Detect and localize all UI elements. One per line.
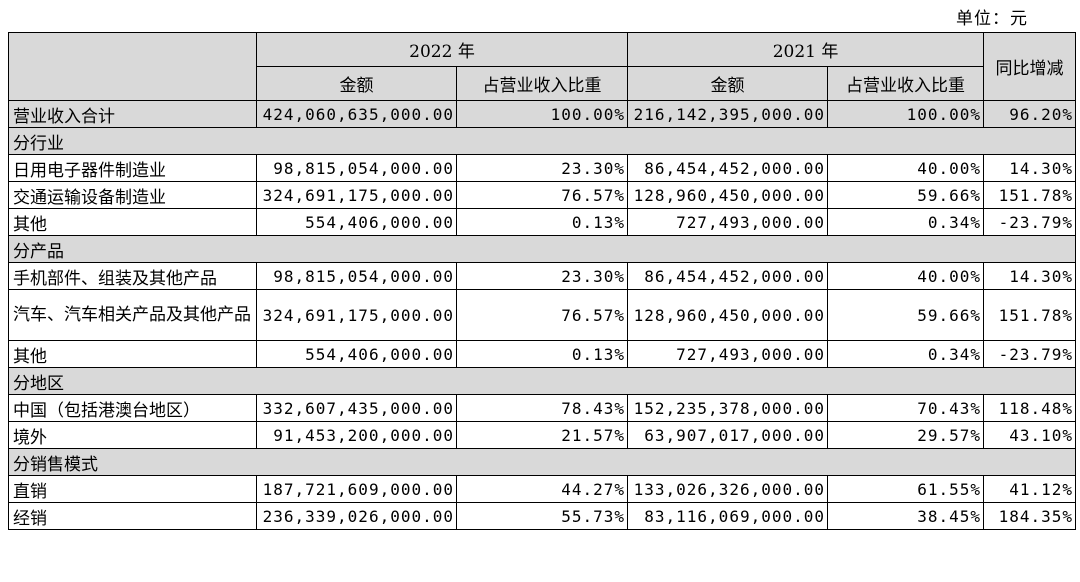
yoy-change: 96.20% [983,100,1077,128]
amount-2021: 86,454,452,000.00 [627,262,829,290]
ratio-2022: 0.13% [455,208,629,236]
amount-2022: 424,060,635,000.00 [256,100,457,128]
amount-2021: 63,907,017,000.00 [627,421,829,449]
table-row: 汽车、汽车相关产品及其他产品 324,691,175,000.00 76.57% 12… [8,289,1077,341]
yoy-change: 14.30% [983,154,1077,182]
table-row: 直销 187,721,609,000.00 44.27% 133,026,326,00… [8,475,1077,503]
ratio-2021: 61.55% [827,475,985,503]
table-row: 手机部件、组装及其他产品 98,815,054,000.00 23.30% 86,45… [8,262,1077,290]
section-header-row: 分行业 [7,127,1077,155]
yoy-change: 14.30% [983,262,1077,290]
amount-2021: 128,960,450,000.00 [627,289,829,341]
amount-2022: 554,406,000.00 [256,208,457,236]
yoy-change: 151.78% [983,181,1077,209]
amount-2021: 216,142,395,000.00 [627,100,829,128]
section-header-row: 分地区 [7,367,1077,395]
row-label: 直销 [8,475,257,503]
amount-2022: 98,815,054,000.00 [256,154,457,182]
amount-2022: 332,607,435,000.00 [256,394,457,422]
header-empty [8,32,257,101]
ratio-2021: 29.57% [827,421,985,449]
amount-2022: 324,691,175,000.00 [256,181,457,209]
row-label: 境外 [8,421,257,449]
header-amount-2021: 金额 [627,66,829,101]
section-header-row: 分销售模式 [7,448,1077,476]
ratio-2022: 21.57% [455,421,629,449]
amount-2022: 98,815,054,000.00 [256,262,457,290]
header-year-2022: 2022 年 [255,32,629,67]
header-yoy: 同比增减 [983,32,1077,101]
section-title: 分产品 [7,235,1077,263]
amount-2021: 152,235,378,000.00 [627,394,829,422]
table-row: 境外 91,453,200,000.00 21.57% 63,907,017,000.… [8,421,1077,449]
table-row: 其他 554,406,000.00 0.13% 727,493,000.00 0.34%… [8,208,1077,236]
section-title: 分地区 [7,367,1077,395]
row-label: 营业收入合计 [8,100,257,128]
yoy-change: 151.78% [983,289,1077,341]
yoy-change: -23.79% [983,208,1077,236]
section-title: 分销售模式 [7,448,1077,476]
yoy-change: -23.79% [983,340,1077,368]
table-row: 日用电子器件制造业 98,815,054,000.00 23.30% 86,454,4… [8,154,1077,182]
row-label: 其他 [8,208,257,236]
yoy-change: 118.48% [983,394,1077,422]
ratio-2022: 23.30% [455,262,629,290]
section-header-row: 分产品 [7,235,1077,263]
row-label: 经销 [8,502,257,530]
amount-2022: 236,339,026,000.00 [256,502,457,530]
amount-2021: 83,116,069,000.00 [627,502,829,530]
ratio-2021: 70.43% [827,394,985,422]
header-ratio-2021: 占营业收入比重 [827,66,985,101]
header-amount-2022: 金额 [256,66,457,101]
ratio-2021: 59.66% [827,289,985,341]
yoy-change: 43.10% [983,421,1077,449]
amount-2021: 133,026,326,000.00 [627,475,829,503]
ratio-2022: 78.43% [455,394,629,422]
ratio-2022: 23.30% [455,154,629,182]
row-label: 中国（包括港澳台地区） [8,394,257,422]
yoy-change: 184.35% [983,502,1077,530]
amount-2022: 91,453,200,000.00 [256,421,457,449]
table-row: 经销 236,339,026,000.00 55.73% 83,116,069,000… [8,502,1077,530]
ratio-2021: 38.45% [827,502,985,530]
header-year-2021: 2021 年 [627,32,985,67]
amount-2022: 324,691,175,000.00 [256,289,457,341]
ratio-2021: 40.00% [827,154,985,182]
row-label: 交通运输设备制造业 [8,181,257,209]
table-row: 中国（包括港澳台地区） 332,607,435,000.00 78.43% 152,2… [8,394,1077,422]
yoy-change: 41.12% [983,475,1077,503]
ratio-2022: 76.57% [455,289,629,341]
row-label: 其他 [8,340,257,368]
ratio-2022: 44.27% [455,475,629,503]
amount-2021: 128,960,450,000.00 [627,181,829,209]
amount-2021: 727,493,000.00 [627,340,829,368]
amount-2021: 86,454,452,000.00 [627,154,829,182]
row-label: 日用电子器件制造业 [8,154,257,182]
ratio-2021: 40.00% [827,262,985,290]
ratio-2021: 100.00% [827,100,985,128]
ratio-2022: 76.57% [455,181,629,209]
ratio-2021: 0.34% [827,208,985,236]
row-label: 汽车、汽车相关产品及其他产品 [8,289,257,341]
total-row: 营业收入合计 424,060,635,000.00 100.00% 216,14… [8,100,1077,128]
amount-2022: 554,406,000.00 [256,340,457,368]
ratio-2021: 59.66% [827,181,985,209]
amount-2022: 187,721,609,000.00 [256,475,457,503]
header-ratio-2022: 占营业收入比重 [455,66,629,101]
ratio-2022: 0.13% [455,340,629,368]
row-label: 手机部件、组装及其他产品 [8,262,257,290]
section-title: 分行业 [7,127,1077,155]
unit-label: 单位：元 [956,9,1028,29]
ratio-2021: 0.34% [827,340,985,368]
table-row: 交通运输设备制造业 324,691,175,000.00 76.57% 128,960… [8,181,1077,209]
ratio-2022: 100.00% [455,100,629,128]
table-row: 其他 554,406,000.00 0.13% 727,493,000.00 0.34%… [8,340,1077,368]
ratio-2022: 55.73% [455,502,629,530]
revenue-table: 2022 年 2021 年 同比增减 金额 占营业收入比重 金额 占营业收入比重… [7,32,1077,530]
amount-2021: 727,493,000.00 [627,208,829,236]
